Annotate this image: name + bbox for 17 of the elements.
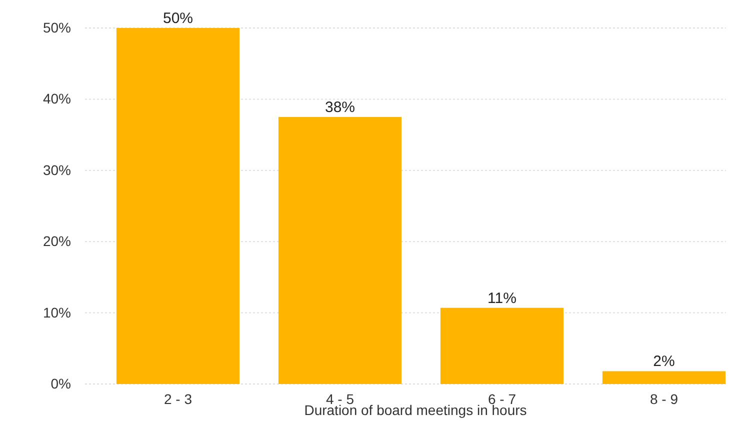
bar — [440, 308, 564, 384]
x-tick-label: 8 - 9 — [650, 390, 678, 407]
x-tick-label: 6 - 7 — [488, 390, 516, 407]
y-tick-label: 40% — [42, 90, 71, 107]
data-label: 2% — [653, 353, 675, 370]
y-tick-label: 30% — [42, 162, 71, 178]
y-tick-label: 10% — [42, 304, 71, 320]
bar — [278, 117, 402, 384]
data-label: 38% — [324, 99, 356, 116]
y-tick-label: 50% — [42, 19, 71, 36]
x-tick-label: 2 - 3 — [164, 390, 192, 407]
bar — [116, 28, 240, 384]
bar — [602, 371, 726, 384]
data-label: 11% — [488, 290, 516, 307]
data-label: 50% — [162, 10, 194, 27]
y-tick-label: 20% — [42, 233, 71, 250]
y-tick-label: 0% — [50, 375, 71, 392]
